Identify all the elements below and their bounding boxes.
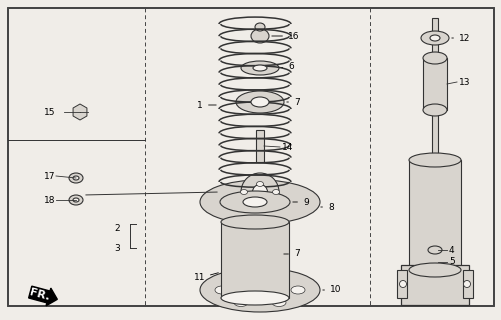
Text: 7: 7 xyxy=(286,98,299,107)
Ellipse shape xyxy=(422,104,446,116)
Ellipse shape xyxy=(408,153,460,167)
Text: 7: 7 xyxy=(283,250,299,259)
Bar xyxy=(220,222,289,298)
Text: FR.: FR. xyxy=(30,287,52,302)
Ellipse shape xyxy=(253,65,267,71)
Ellipse shape xyxy=(399,281,406,287)
Ellipse shape xyxy=(255,23,265,31)
Ellipse shape xyxy=(233,274,247,282)
Bar xyxy=(422,58,446,110)
Ellipse shape xyxy=(256,181,263,187)
Ellipse shape xyxy=(220,291,289,305)
Ellipse shape xyxy=(462,281,469,287)
Ellipse shape xyxy=(235,91,284,113)
Text: 10: 10 xyxy=(322,285,341,294)
Ellipse shape xyxy=(252,185,267,199)
Text: 3: 3 xyxy=(114,244,120,252)
Text: 2: 2 xyxy=(114,223,120,233)
Ellipse shape xyxy=(272,299,286,307)
Text: 13: 13 xyxy=(458,77,469,86)
Ellipse shape xyxy=(240,173,279,211)
Ellipse shape xyxy=(220,215,289,229)
Text: 17: 17 xyxy=(44,172,55,180)
Ellipse shape xyxy=(256,197,263,203)
Ellipse shape xyxy=(427,246,441,254)
Bar xyxy=(462,270,472,298)
Text: 8: 8 xyxy=(320,203,333,212)
Text: 12: 12 xyxy=(451,34,469,43)
Text: 11: 11 xyxy=(193,273,218,283)
Ellipse shape xyxy=(214,286,228,294)
Ellipse shape xyxy=(69,195,83,205)
Ellipse shape xyxy=(219,191,290,213)
Ellipse shape xyxy=(422,52,446,64)
Text: 6: 6 xyxy=(281,61,293,70)
Ellipse shape xyxy=(253,286,267,294)
Text: 15: 15 xyxy=(44,108,55,116)
Text: 14: 14 xyxy=(282,142,293,151)
Ellipse shape xyxy=(199,268,319,312)
Ellipse shape xyxy=(408,263,460,277)
Ellipse shape xyxy=(429,35,439,41)
Bar xyxy=(408,160,460,270)
Ellipse shape xyxy=(250,29,269,43)
Ellipse shape xyxy=(250,97,269,107)
Text: 16: 16 xyxy=(271,31,299,41)
Ellipse shape xyxy=(240,61,279,75)
Ellipse shape xyxy=(240,189,247,195)
Ellipse shape xyxy=(272,274,286,282)
Ellipse shape xyxy=(242,197,267,207)
Text: FR.: FR. xyxy=(28,287,50,302)
Text: 18: 18 xyxy=(44,196,55,204)
Ellipse shape xyxy=(291,286,305,294)
Bar xyxy=(256,130,264,162)
Ellipse shape xyxy=(233,299,247,307)
Ellipse shape xyxy=(238,244,281,264)
Text: 9: 9 xyxy=(292,197,308,206)
Bar xyxy=(400,265,468,305)
Ellipse shape xyxy=(73,176,79,180)
Text: 5: 5 xyxy=(448,258,454,267)
Ellipse shape xyxy=(252,250,268,259)
Ellipse shape xyxy=(199,180,319,224)
Ellipse shape xyxy=(272,189,279,195)
Text: 4: 4 xyxy=(448,245,454,254)
Text: 1: 1 xyxy=(197,100,216,109)
Bar xyxy=(431,18,437,270)
Ellipse shape xyxy=(73,198,79,202)
Bar xyxy=(396,270,406,298)
Ellipse shape xyxy=(420,31,448,45)
Ellipse shape xyxy=(69,173,83,183)
